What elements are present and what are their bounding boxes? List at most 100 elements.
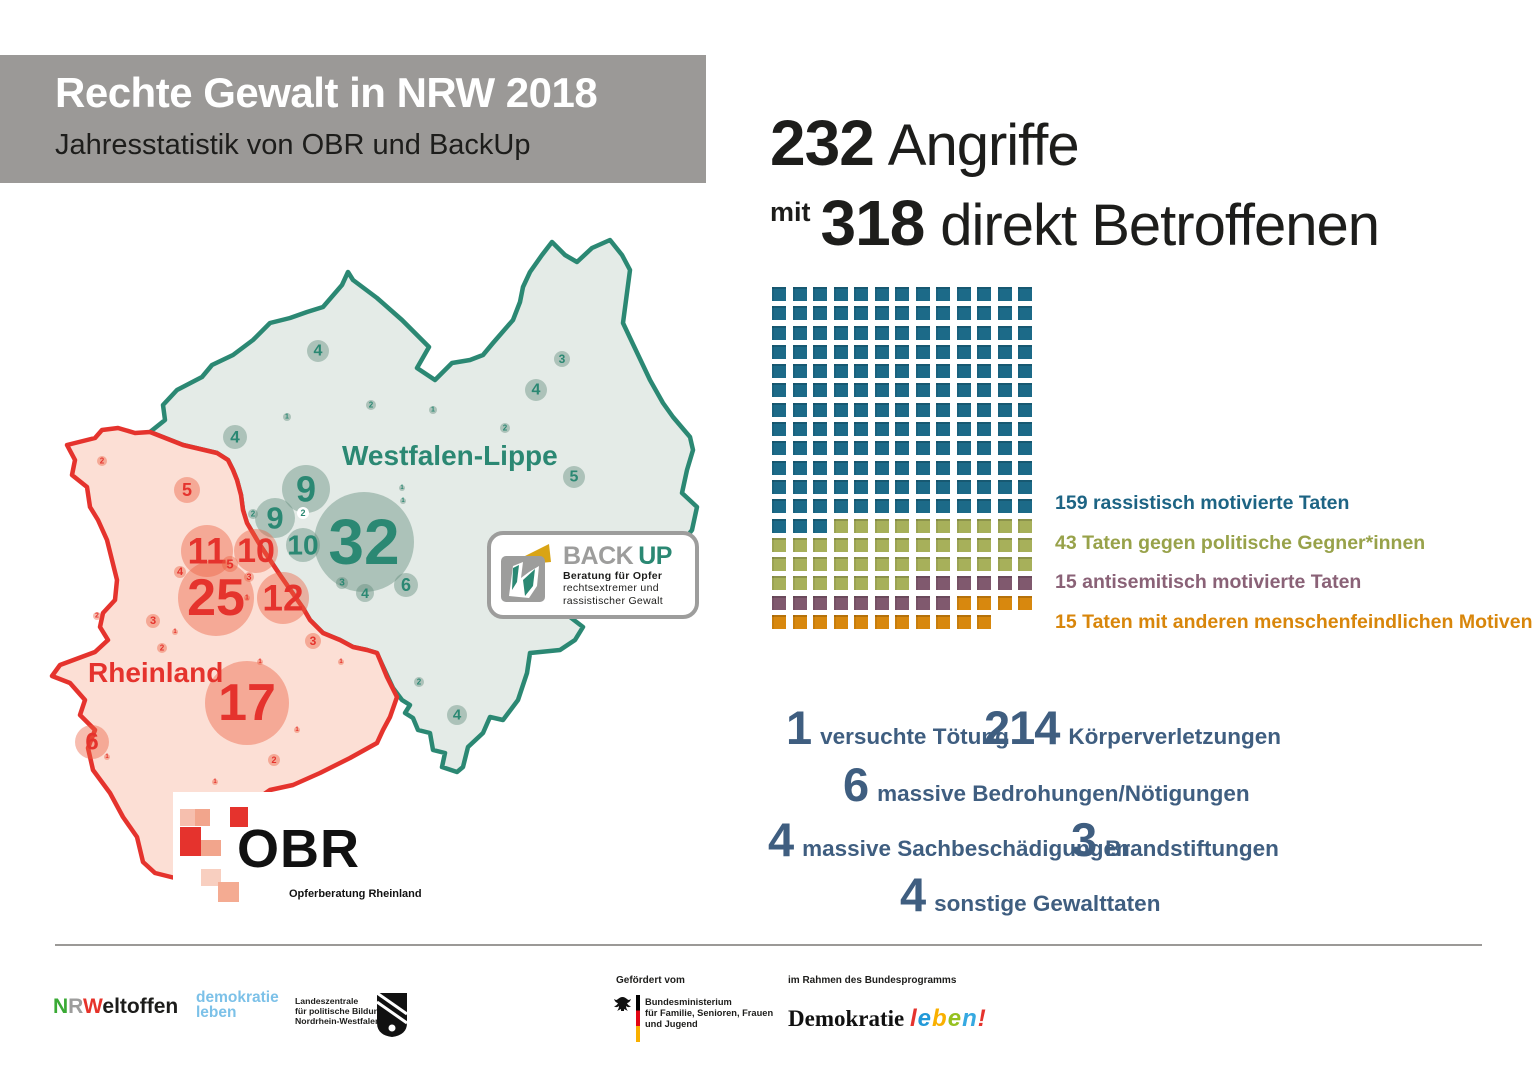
backup-logo-mark xyxy=(501,544,551,602)
waffle-cell xyxy=(874,422,889,437)
stat-item: 4 sonstige Gewalttaten xyxy=(900,867,1160,922)
waffle-cell xyxy=(833,479,848,494)
obr-mosaic-square xyxy=(230,807,248,827)
waffle-cell xyxy=(833,402,848,417)
waffle-cell xyxy=(833,499,848,514)
waffle-cell xyxy=(997,460,1012,475)
rheinland-bubble xyxy=(222,556,238,572)
waffle-cell xyxy=(997,441,1012,456)
westfalen-lippe-bubble-value: 3 xyxy=(559,352,566,366)
rheinland-bubble-value: 1 xyxy=(173,629,177,635)
waffle-cell xyxy=(792,576,807,591)
waffle-cell xyxy=(854,557,868,572)
waffle-cell xyxy=(895,344,909,359)
waffle-cell xyxy=(1018,518,1032,533)
im-rahmen-label: im Rahmen des Bundesprogramms xyxy=(788,975,957,986)
waffle-cell xyxy=(813,615,827,630)
westfalen-lippe-bubble xyxy=(297,507,309,519)
waffle-cell xyxy=(977,287,991,301)
waffle-cell xyxy=(854,499,868,514)
waffle-cell xyxy=(813,441,827,456)
stat-item: 214 Körperverletzungen xyxy=(984,700,1281,755)
rheinland-bubble xyxy=(178,560,254,636)
waffle-cell xyxy=(895,402,909,417)
rheinland-bubble xyxy=(257,659,263,665)
westfalen-lippe-bubble-value: 3 xyxy=(339,578,345,589)
waffle-cell xyxy=(833,441,848,456)
waffle-cell xyxy=(874,364,889,379)
waffle-cell xyxy=(792,441,807,456)
waffle-cell xyxy=(1018,479,1032,494)
waffle-cell xyxy=(956,576,971,591)
waffle-cell xyxy=(956,402,971,417)
waffle-cell xyxy=(915,460,930,475)
westfalen-lippe-bubble xyxy=(248,509,258,519)
westfalen-lippe-bubble xyxy=(414,677,424,687)
waffle-cell xyxy=(977,460,991,475)
waffle-cell xyxy=(833,422,848,437)
stat-item: 1 versuchte Tötung xyxy=(786,700,1009,755)
waffle-cell xyxy=(956,287,971,301)
westfalen-lippe-bubble xyxy=(223,425,247,449)
waffle-cell xyxy=(895,595,909,610)
waffle-cell xyxy=(915,344,930,359)
waffle-cell xyxy=(977,576,991,591)
waffle-cell xyxy=(874,441,889,456)
program-leben-letter: e xyxy=(947,1005,963,1032)
waffle-cell xyxy=(813,325,827,340)
waffle-cell xyxy=(895,537,909,552)
waffle-cell xyxy=(956,557,971,572)
backup-sub1: Beratung für Opfer xyxy=(563,569,663,582)
waffle-cell xyxy=(833,287,848,301)
westfalen-lippe-bubble-value: 1 xyxy=(401,498,405,504)
waffle-cell xyxy=(936,518,950,533)
waffle-cell xyxy=(874,325,889,340)
label-rheinland: Rheinland xyxy=(88,657,223,688)
waffle-cell xyxy=(915,537,930,552)
waffle-cell xyxy=(772,325,786,340)
obr-logo: OBR Opferberatung Rheinland xyxy=(173,792,425,910)
waffle-cell xyxy=(854,306,868,321)
waffle-cell xyxy=(915,557,930,572)
waffle-cell xyxy=(977,344,991,359)
obr-mosaic-square xyxy=(201,840,221,856)
waffle-cell xyxy=(772,422,786,437)
waffle-cell xyxy=(772,615,786,630)
waffle-cell xyxy=(936,537,950,552)
waffle-cell xyxy=(915,499,930,514)
backup-sub2: rechtsextremer und xyxy=(563,582,659,595)
waffle-cell xyxy=(1018,460,1032,475)
waffle-cell xyxy=(997,402,1012,417)
westfalen-lippe-bubble xyxy=(336,577,348,589)
waffle-cell xyxy=(1018,402,1032,417)
waffle-cell xyxy=(854,479,868,494)
waffle-cell xyxy=(956,422,971,437)
stat-number: 4 xyxy=(900,868,926,921)
waffle-cell xyxy=(895,518,909,533)
waffle-cell xyxy=(1018,422,1032,437)
stat-label: Brandstiftungen xyxy=(1105,836,1279,861)
waffle-cell xyxy=(813,422,827,437)
waffle-cell xyxy=(936,595,950,610)
waffle-cell xyxy=(895,479,909,494)
waffle-cell xyxy=(956,344,971,359)
waffle-cell xyxy=(813,479,827,494)
westfalen-lippe-bubble-value: 1 xyxy=(400,485,404,491)
headline: 232 Angriffe mit 318 direkt Betroffenen xyxy=(770,106,1380,260)
waffle-cell xyxy=(936,325,950,340)
waffle-cell xyxy=(936,364,950,379)
waffle-cell xyxy=(956,441,971,456)
westfalen-lippe-bubble-value: 2 xyxy=(503,424,508,433)
waffle-cell xyxy=(874,479,889,494)
waffle-cell xyxy=(813,499,827,514)
waffle-cell xyxy=(854,325,868,340)
rheinland-bubble xyxy=(294,727,300,733)
stat-label: massive Sachbeschädigungen xyxy=(802,836,1130,861)
waffle-cell xyxy=(792,537,807,552)
waffle-cell xyxy=(915,422,930,437)
rheinland-bubble-value: 2 xyxy=(160,644,165,653)
header-box: Rechte Gewalt in NRW 2018 Jahresstatisti… xyxy=(0,55,706,183)
waffle-cell xyxy=(833,460,848,475)
waffle-cell xyxy=(874,576,889,591)
landeszentrale-text: Landeszentrale für politische Bildung No… xyxy=(295,996,385,1026)
